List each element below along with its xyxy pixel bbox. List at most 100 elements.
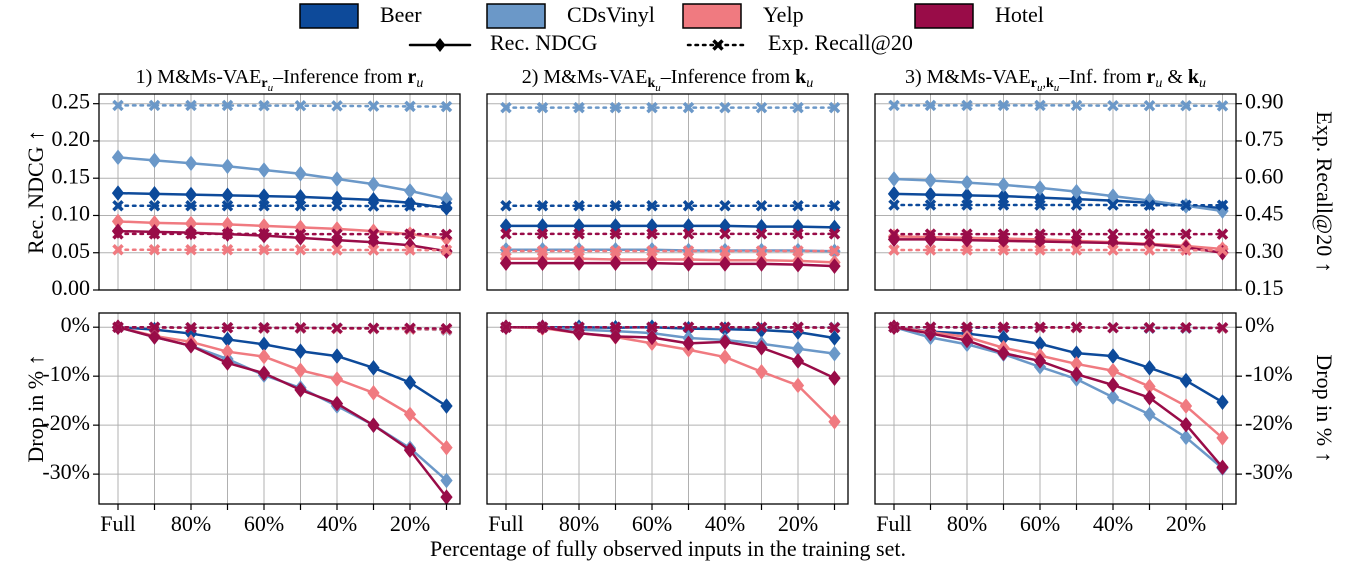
- x-marker: [1070, 321, 1083, 333]
- x-marker: [961, 199, 973, 211]
- x-tick-label: 40%: [317, 511, 357, 536]
- y-tick-label: 0%: [1245, 312, 1274, 337]
- x-marker: [185, 321, 197, 334]
- plot-frame: [486, 93, 849, 291]
- x-marker: [1216, 228, 1229, 240]
- series-line: [116, 325, 448, 499]
- panel-title: 1) M&Ms-VAEru–Inference from ru: [136, 66, 424, 94]
- title-part: &: [1162, 66, 1188, 88]
- series-line: [116, 325, 448, 449]
- diamond-marker: [960, 187, 974, 204]
- legend-label: Yelp: [763, 2, 804, 27]
- x-marker: [1034, 228, 1046, 240]
- title-part: u: [268, 82, 274, 94]
- diamond-marker: [791, 353, 805, 369]
- diamond-marker: [1106, 377, 1120, 393]
- title-part: k: [795, 66, 807, 88]
- x-marker: [1143, 244, 1156, 256]
- x-marker: [1180, 321, 1192, 334]
- legend-label: Exp. Recall@20: [768, 30, 913, 55]
- x-marker: [258, 244, 270, 256]
- diamond-marker: [499, 255, 513, 271]
- x-marker: [792, 245, 804, 257]
- x-marker: [500, 200, 512, 212]
- x-marker: [1070, 199, 1083, 211]
- x-marker: [1107, 99, 1119, 112]
- series-line: [504, 257, 836, 264]
- x-marker: [961, 228, 973, 240]
- diamond-marker: [148, 329, 161, 345]
- panel-title: 3) M&Ms-VAEru,ku–Inf. from ru & ku: [905, 66, 1206, 94]
- series-line: [116, 229, 448, 253]
- x-marker: [112, 228, 124, 240]
- x-marker: [924, 228, 937, 240]
- diamond-marker: [718, 334, 732, 350]
- x-marker: [719, 245, 731, 257]
- x-tick-label: 40%: [705, 511, 745, 536]
- x-marker: [1107, 321, 1119, 334]
- y-axis-label: Drop in % ↑: [1312, 354, 1337, 462]
- diamond-marker: [294, 165, 307, 182]
- x-marker: [367, 322, 380, 334]
- x-marker: [367, 244, 380, 256]
- diamond-marker: [1143, 389, 1156, 406]
- x-marker: [500, 245, 512, 257]
- x-marker: [536, 245, 549, 257]
- diamond-marker: [330, 371, 344, 387]
- diamond-marker: [184, 155, 198, 172]
- title-part: u: [1054, 82, 1060, 94]
- diamond-marker: [257, 188, 271, 204]
- diamond-marker: [294, 362, 307, 379]
- x-marker: [536, 200, 549, 212]
- x-marker: [404, 322, 416, 334]
- diamond-marker: [718, 256, 732, 272]
- diamond-marker: [148, 186, 161, 202]
- series-line: [116, 156, 448, 201]
- x-marker: [997, 244, 1010, 256]
- diamond-marker: [1143, 406, 1156, 423]
- x-marker: [888, 99, 900, 112]
- diamond-marker: [997, 345, 1010, 361]
- title-part: u: [1155, 76, 1162, 91]
- x-marker: [185, 200, 197, 212]
- diamond-marker: [221, 355, 234, 371]
- diamond-marker: [572, 255, 586, 271]
- title-part: –Inference from: [660, 66, 795, 88]
- x-marker: [792, 101, 804, 114]
- y-tick-label: 0%: [61, 312, 90, 337]
- y-tick-label: 0.00: [52, 275, 91, 300]
- x-tick-label: 60%: [244, 511, 284, 536]
- x-marker: [961, 99, 973, 112]
- x-marker: [997, 321, 1010, 333]
- title-part: ,: [1042, 76, 1046, 91]
- y-tick-label: 0.20: [52, 126, 91, 151]
- series-line: [116, 325, 448, 408]
- x-tick-label: 80%: [171, 511, 211, 536]
- x-marker: [440, 200, 453, 213]
- y-tick-label: -30%: [1245, 459, 1293, 484]
- x-marker: [755, 101, 768, 114]
- x-marker: [828, 321, 841, 334]
- diamond-marker: [367, 385, 380, 401]
- diamond-marker: [1106, 389, 1120, 406]
- x-tick-label: Full: [876, 511, 911, 536]
- x-marker: [294, 99, 307, 112]
- diamond-marker: [924, 186, 937, 203]
- plot-frame: [98, 93, 461, 291]
- title-part: r: [1146, 66, 1155, 88]
- series-line: [116, 104, 448, 108]
- series-line: [116, 325, 448, 330]
- diamond-marker: [1179, 429, 1193, 446]
- x-marker: [924, 321, 937, 333]
- x-marker: [646, 101, 658, 114]
- x-tick-label: 40%: [1093, 511, 1133, 536]
- x-marker: [792, 321, 804, 333]
- x-marker: [755, 245, 768, 257]
- diamond-marker: [997, 177, 1010, 193]
- x-marker: [404, 228, 416, 240]
- x-tick-label: 80%: [559, 511, 599, 536]
- x-marker: [573, 200, 585, 212]
- title-part: –Inf. from: [1058, 66, 1146, 88]
- x-marker: [1180, 228, 1192, 240]
- x-marker: [682, 245, 695, 257]
